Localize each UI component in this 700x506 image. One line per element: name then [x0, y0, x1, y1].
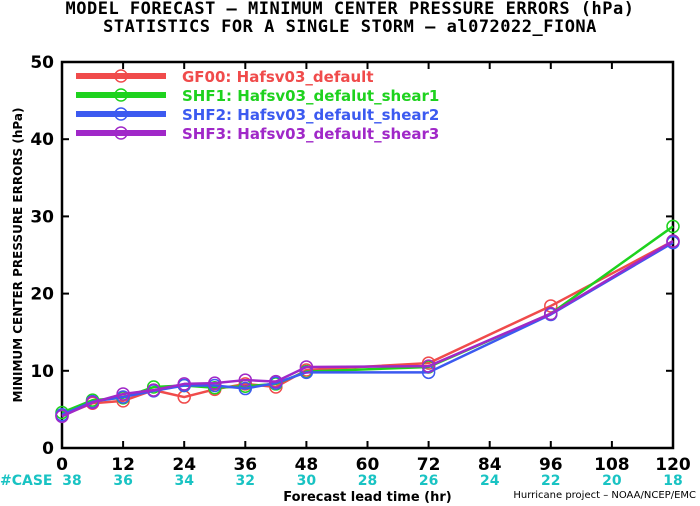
data-point [269, 374, 283, 389]
x-tick-label: 48 [295, 455, 319, 475]
data-point [238, 373, 253, 387]
case-count: 26 [419, 473, 438, 489]
case-count: 24 [480, 473, 500, 489]
data-point [177, 377, 191, 391]
series-line-3 [61, 240, 674, 418]
x-tick-label: 108 [594, 455, 630, 475]
data-point [116, 387, 130, 401]
data-point [544, 299, 558, 313]
case-label: #CASE [0, 473, 53, 489]
case-count: 28 [358, 473, 377, 489]
x-axis-label: Forecast lead time (hr) [283, 490, 451, 505]
x-tick-label: 60 [356, 455, 380, 475]
data-point [666, 219, 680, 234]
data-point [55, 409, 69, 424]
x-tick-label: 0 [56, 455, 68, 475]
case-count: 32 [236, 473, 255, 489]
x-tick-label: 36 [233, 455, 257, 475]
y-tick-label: 20 [30, 285, 54, 305]
x-tick-label: 24 [172, 455, 196, 475]
case-count: 20 [602, 473, 622, 489]
data-point [146, 383, 161, 397]
x-tick-label: 72 [417, 455, 441, 475]
y-tick-label: 40 [30, 130, 54, 150]
legend-marker [114, 88, 128, 102]
case-count: 22 [541, 473, 560, 489]
case-count: 30 [297, 473, 317, 489]
x-tick-label: 96 [539, 455, 563, 475]
legend-entry: GF00: Hafsv03_default [182, 68, 373, 86]
legend-marker [114, 107, 128, 121]
legend-marker [114, 126, 128, 140]
y-tick-label: 30 [30, 207, 54, 227]
x-tick-label: 84 [478, 455, 502, 475]
x-tick-label: 12 [111, 455, 135, 475]
case-count: 38 [62, 473, 81, 489]
data-point [208, 376, 222, 390]
x-tick-label: 120 [655, 455, 691, 475]
y-tick-label: 0 [42, 439, 54, 459]
case-count: 18 [663, 473, 682, 489]
case-count: 36 [113, 473, 132, 489]
y-axis-label: MINIMUM CENTER PRESSURE ERRORS (hPa) [11, 108, 25, 403]
credit-text: Hurricane project – NOAA/NCEP/EMC [513, 490, 696, 501]
data-point [666, 234, 680, 248]
data-point [544, 306, 558, 321]
y-tick-label: 10 [30, 362, 54, 382]
legend-entry: SHF2: Hafsv03_default_shear2 [182, 106, 439, 124]
chart-title: MODEL FORECAST – MINIMUM CENTER PRESSURE… [65, 0, 635, 19]
data-point [299, 360, 314, 374]
data-point [85, 395, 100, 410]
data-point [238, 381, 253, 396]
case-count: 34 [174, 473, 194, 489]
data-point [421, 359, 436, 373]
legend-entry: SHF3: Hafsv03_default_shear3 [182, 125, 439, 143]
y-tick-label: 50 [30, 53, 54, 73]
chart-subtitle: STATISTICS FOR A SINGLE STORM – al072022… [103, 17, 597, 37]
legend-marker [114, 69, 128, 83]
legend-entry: SHF1: Hafsv03_defalut_shear1 [182, 87, 439, 105]
